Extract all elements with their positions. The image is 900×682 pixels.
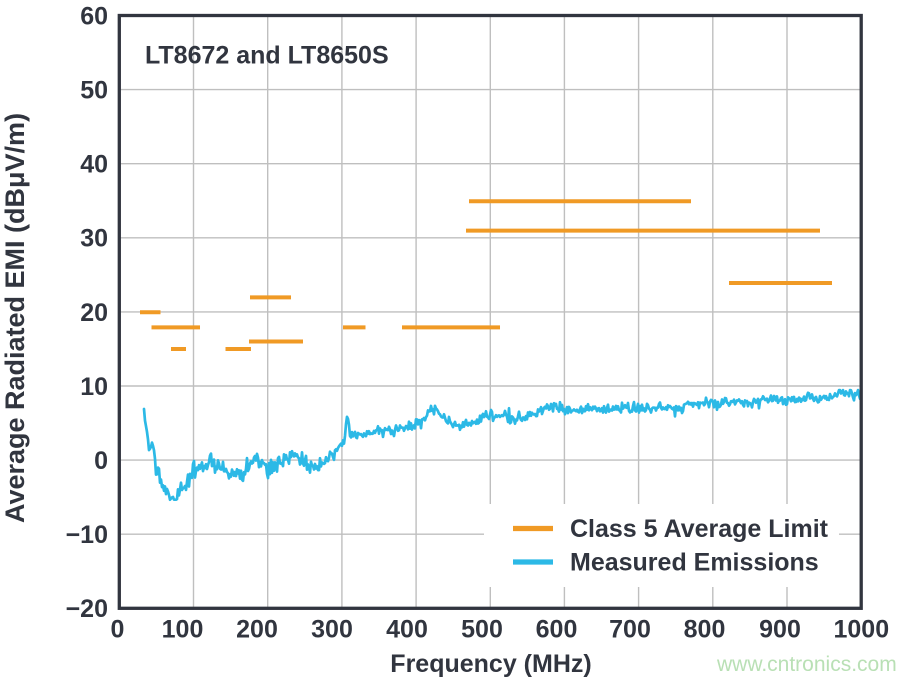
svg-text:200: 200 [236, 616, 278, 644]
svg-text:LT8672 and LT8650S: LT8672 and LT8650S [145, 42, 389, 70]
svg-text:1000: 1000 [833, 616, 889, 644]
svg-text:10: 10 [80, 373, 108, 401]
svg-text:600: 600 [536, 616, 578, 644]
svg-text:400: 400 [386, 616, 428, 644]
svg-text:−10: −10 [66, 521, 108, 549]
svg-text:30: 30 [80, 225, 108, 253]
svg-text:0: 0 [111, 616, 125, 644]
svg-text:100: 100 [162, 616, 204, 644]
svg-text:50: 50 [80, 77, 108, 105]
svg-text:Average Radiated EMI (dBμV/m): Average Radiated EMI (dBμV/m) [0, 113, 30, 523]
svg-text:500: 500 [461, 616, 503, 644]
svg-text:800: 800 [684, 616, 726, 644]
svg-text:www.cntronics.com: www.cntronics.com [716, 653, 897, 676]
svg-text:20: 20 [80, 299, 108, 327]
svg-text:300: 300 [311, 616, 353, 644]
svg-text:900: 900 [759, 616, 801, 644]
svg-text:Frequency (MHz): Frequency (MHz) [390, 650, 591, 678]
svg-text:Class 5 Average Limit: Class 5 Average Limit [570, 515, 829, 543]
svg-text:Measured Emissions: Measured Emissions [570, 549, 819, 577]
svg-text:0: 0 [94, 447, 108, 475]
svg-text:60: 60 [80, 2, 108, 30]
svg-text:40: 40 [80, 151, 108, 179]
svg-text:−20: −20 [66, 595, 108, 623]
svg-text:700: 700 [609, 616, 651, 644]
